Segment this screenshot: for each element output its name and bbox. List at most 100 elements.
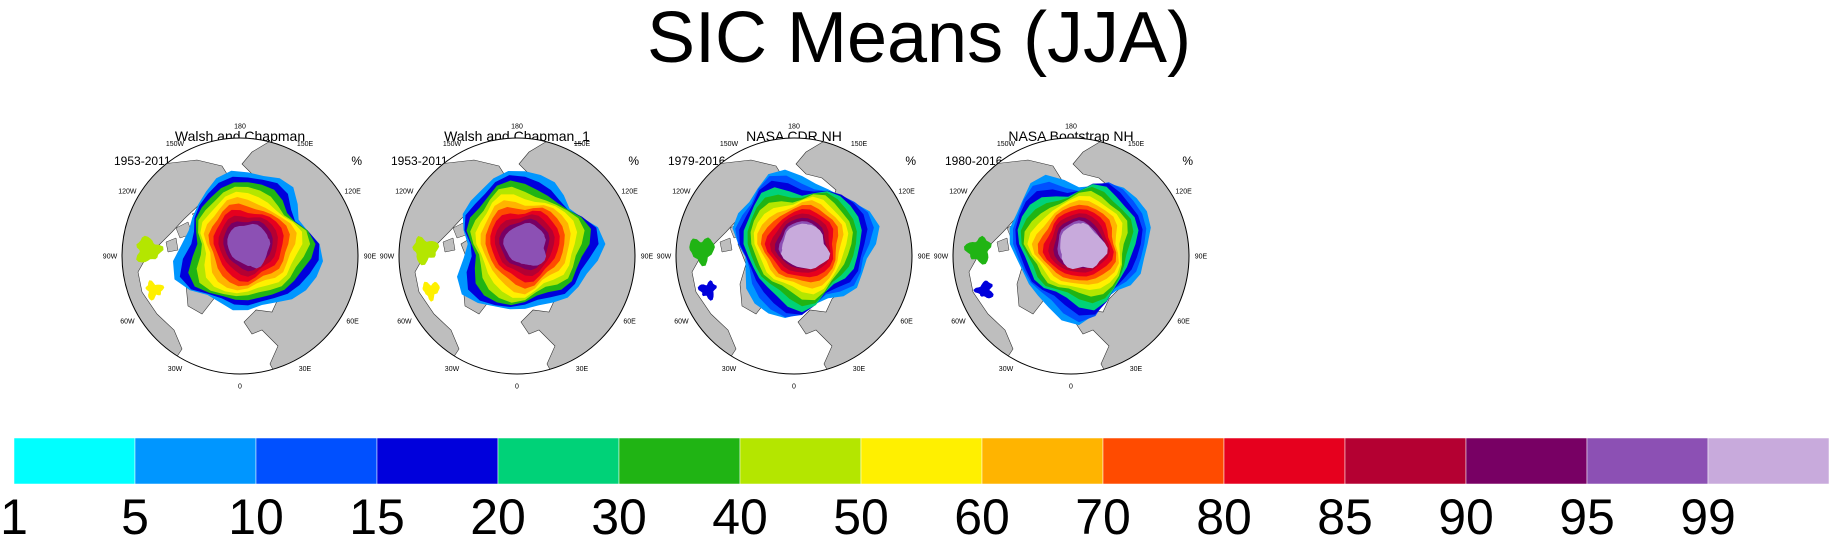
longitude-label: 30E [1130, 366, 1143, 373]
longitude-label: 0 [1069, 384, 1073, 391]
longitude-label: 150E [574, 141, 591, 148]
colorbar-swatch [981, 438, 1104, 484]
longitude-label: 30W [999, 366, 1014, 373]
polar-map: 180 150E 120E 90E 60E 30E 0 30W 60W 90W 120W 150W [380, 124, 654, 391]
map-border [121, 137, 359, 375]
panel-walsh-chapman-1: Walsh and Chapman_1 1953-2011 % 180 150E 1… [379, 124, 655, 410]
panel-period: 1979-2016 [668, 154, 726, 168]
colorbar-swatch [860, 438, 983, 484]
panel-period: 1953-2011 [391, 154, 448, 168]
longitude-label: 150W [997, 141, 1016, 148]
colorbar-tick-label: 30 [591, 489, 647, 545]
map-border [675, 137, 913, 375]
ice-hudson-bay [136, 235, 164, 263]
longitude-label: 120E [898, 189, 915, 196]
panel-walsh-chapman: Walsh and Chapman 1953-2011 % 180 150E 120… [102, 124, 378, 410]
colorbar-tick-label: 5 [121, 489, 149, 545]
longitude-label: 90W [934, 254, 949, 261]
longitude-label: 150W [720, 141, 739, 148]
longitude-label: 120W [672, 189, 691, 196]
longitude-label: 30W [168, 366, 183, 373]
panel-nasa-bootstrap-nh: NASA Bootstrap NH 1980-2016 % 180 150E 120… [933, 124, 1209, 410]
polar-map: 180 150E 120E 90E 60E 30E 0 30W 60W 90W 120W 150W [934, 124, 1208, 391]
colorbar-tick-label: 20 [470, 489, 526, 545]
colorbar-tick-label: 60 [954, 489, 1010, 545]
ice-core [232, 228, 271, 269]
longitude-label: 30E [299, 366, 312, 373]
ice-hudson-bay [689, 237, 715, 267]
longitude-label: 90E [1195, 254, 1208, 261]
longitude-label: 150E [1128, 141, 1145, 148]
longitude-label: 120E [344, 189, 361, 196]
panel-title: Walsh and Chapman_1 [444, 128, 590, 144]
longitude-label: 180 [234, 124, 246, 131]
panel-period: 1953-2011 [114, 154, 171, 168]
colorbar-tick-label: 10 [228, 489, 284, 545]
longitude-label: 90W [103, 254, 118, 261]
colorbar-swatch [134, 438, 257, 484]
longitude-label: 150W [166, 141, 185, 148]
colorbar-swatch [255, 438, 378, 484]
longitude-label: 180 [788, 124, 800, 131]
longitude-label: 60W [120, 319, 135, 326]
longitude-label: 60W [951, 319, 966, 326]
longitude-label: 90E [918, 254, 931, 261]
colorbar-tick-label: 40 [712, 489, 768, 545]
panel-unit: % [905, 154, 916, 168]
colorbar-swatch [14, 438, 136, 484]
longitude-label: 30W [445, 366, 460, 373]
longitude-label: 150E [297, 141, 314, 148]
ice-baffin-bay [697, 280, 717, 301]
ice-hudson-bay [412, 236, 440, 266]
longitude-label: 180 [511, 124, 523, 131]
panel-period: 1980-2016 [945, 154, 1003, 168]
colorbar-tick-label: 1 [0, 489, 28, 545]
chart-title: SIC Means (JJA) [646, 0, 1192, 78]
longitude-label: 30W [722, 366, 737, 373]
colorbar-tick-label: 80 [1196, 489, 1252, 545]
map-border [952, 137, 1190, 375]
colorbar-swatch [497, 438, 620, 484]
colorbar-tick-label: 85 [1317, 489, 1373, 545]
longitude-label: 150W [443, 141, 462, 148]
colorbar-swatch [376, 438, 499, 484]
colorbar-tick-label: 95 [1559, 489, 1615, 545]
colorbar-swatch [1102, 438, 1225, 484]
longitude-label: 180 [1065, 124, 1077, 131]
ice-baffin-bay [973, 280, 994, 299]
longitude-label: 90W [657, 254, 672, 261]
longitude-label: 90E [641, 254, 654, 261]
colorbar-tick-label: 90 [1438, 489, 1494, 545]
longitude-label: 120E [621, 189, 638, 196]
panel-title: NASA Bootstrap NH [1008, 128, 1134, 144]
panel-unit: % [1182, 154, 1193, 168]
colorbar-swatch [1344, 438, 1467, 484]
panel-title: Walsh and Chapman [174, 128, 306, 144]
longitude-label: 60E [623, 319, 636, 326]
colorbar-swatch [1465, 438, 1588, 484]
longitude-label: 120W [395, 189, 414, 196]
longitude-label: 60E [346, 319, 359, 326]
colorbar-swatch [1586, 438, 1709, 484]
panel-unit: % [628, 154, 639, 168]
longitude-label: 120E [1175, 189, 1192, 196]
longitude-label: 0 [792, 384, 796, 391]
longitude-label: 60E [900, 319, 913, 326]
longitude-label: 150E [851, 141, 868, 148]
longitude-label: 120W [118, 189, 137, 196]
longitude-label: 90E [364, 254, 377, 261]
colorbar-swatch [1223, 438, 1346, 484]
longitude-label: 60W [674, 319, 689, 326]
longitude-label: 60W [397, 319, 412, 326]
colorbar-swatch [618, 438, 741, 484]
longitude-label: 60E [1177, 319, 1190, 326]
longitude-label: 90W [380, 254, 395, 261]
ice-baffin-bay [145, 280, 165, 301]
colorbar-tick-label: 15 [349, 489, 405, 545]
colorbar-swatch [739, 438, 862, 484]
polar-map: 180 150E 120E 90E 60E 30E 0 30W 60W 90W 120W 150W [103, 124, 377, 391]
longitude-label: 30E [853, 366, 866, 373]
colorbar-tick-label: 99 [1680, 489, 1736, 545]
longitude-label: 0 [515, 384, 519, 391]
colorbar [14, 438, 1830, 484]
